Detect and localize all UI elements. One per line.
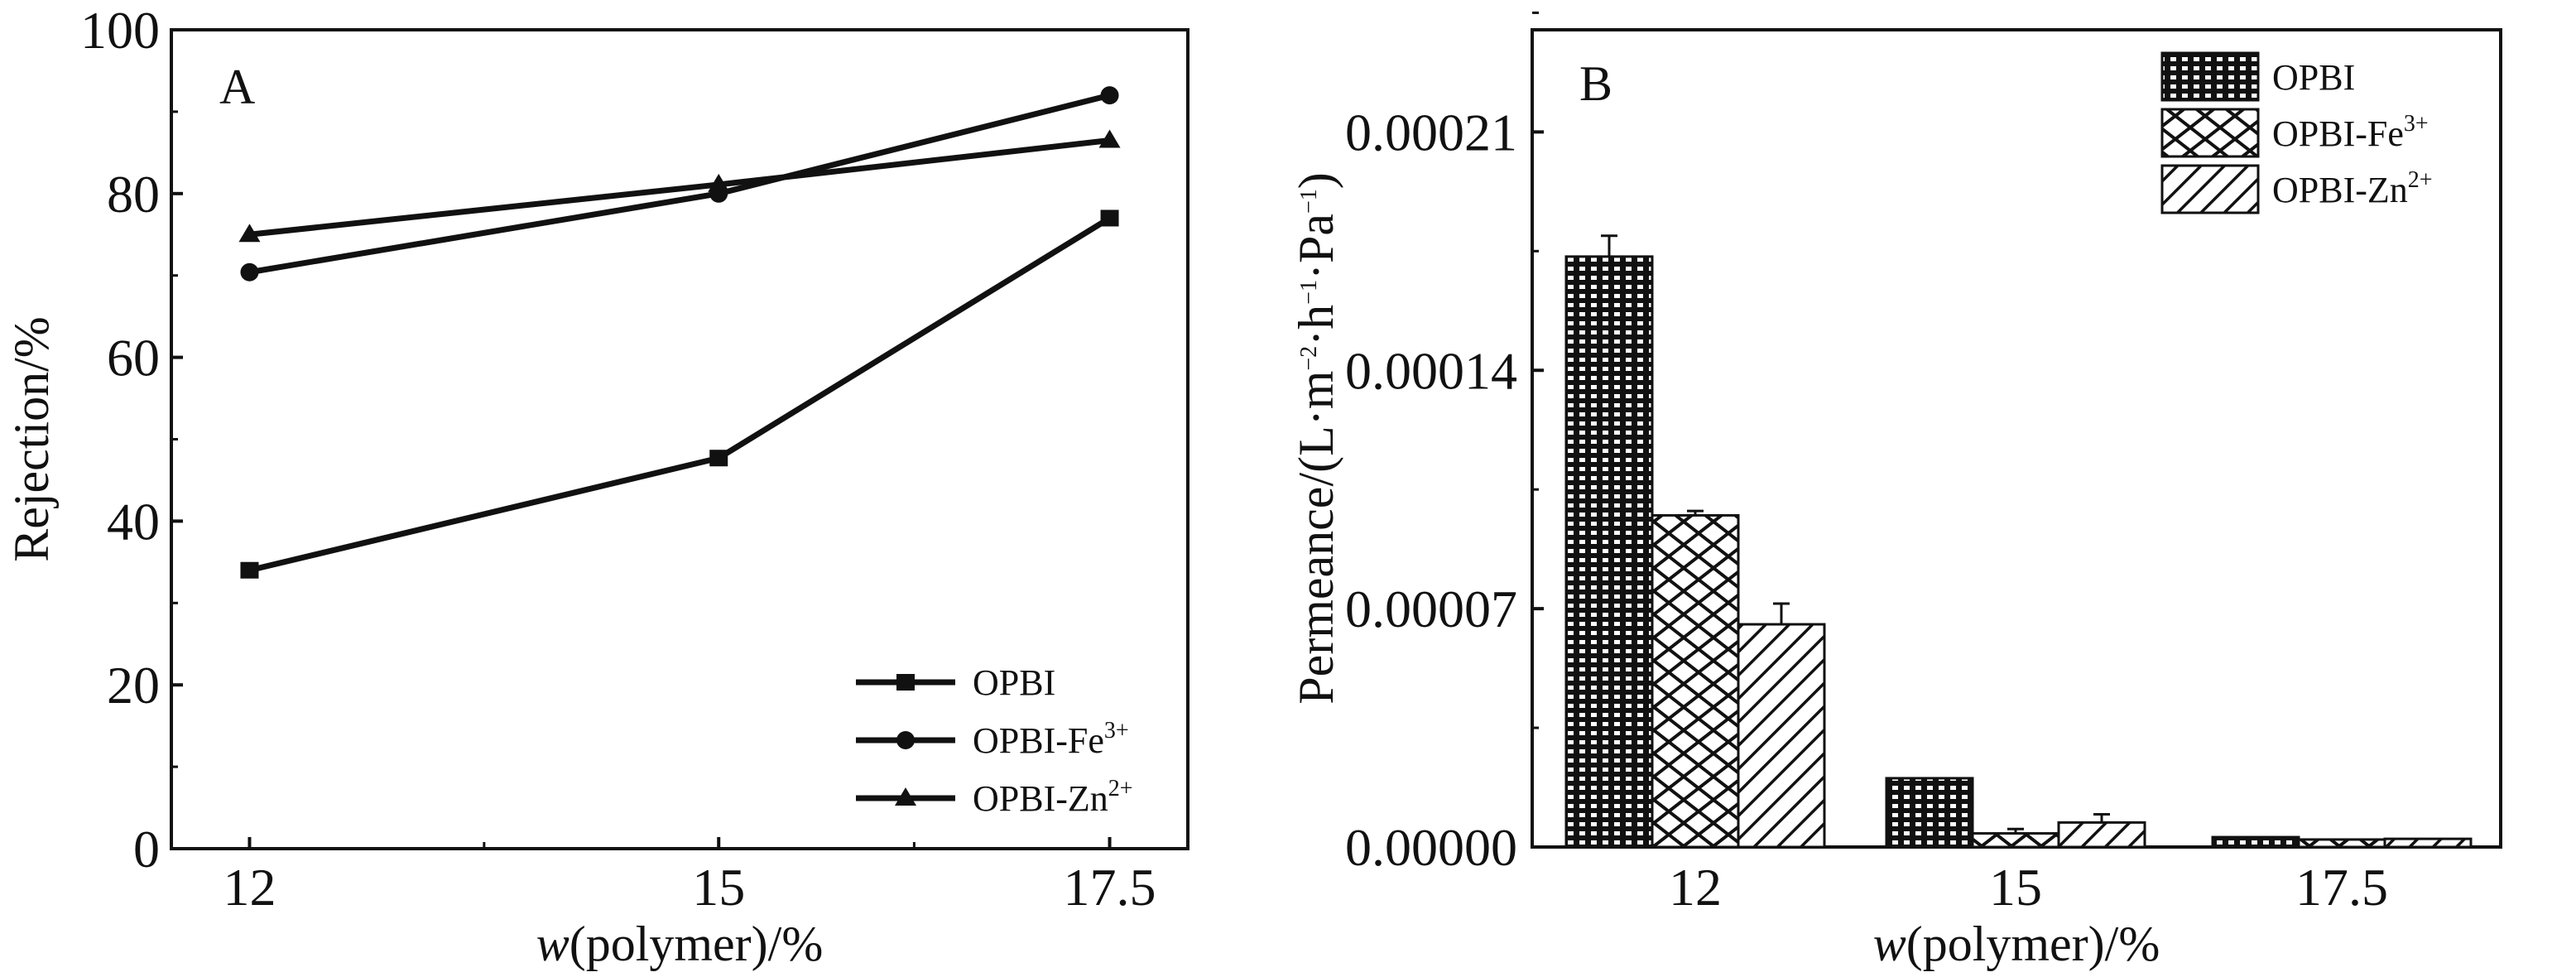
legend-label: OPBI-Zn2+ [2272,167,2433,210]
bar-opbi-fe [1971,832,2060,849]
y-tick-label: 0.00014 [1345,341,1517,400]
legend-label: OPBI-Zn2+ [973,776,1133,819]
legend-marker [896,731,915,749]
panel-label: A [219,60,255,114]
bar-opbi-fe [2297,838,2386,849]
y-tick-label: 0.00021 [1345,103,1517,161]
series-line-opbi [248,215,1112,574]
data-point [240,561,259,579]
x-tick-label: 12 [1669,858,1722,917]
y-tick-label: 20 [107,656,160,715]
y-tick-label: 0.00000 [1345,818,1517,877]
y-axis-label: Rejection/% [4,316,59,562]
data-point [240,262,259,282]
x-tick-label: 17.5 [1064,858,1156,917]
y-tick-label: 100 [80,1,160,60]
bar-opbi-zn [2383,837,2473,849]
x-tick-label: 15 [1989,858,2042,917]
data-point [709,450,728,467]
bar-opbi [2211,835,2300,849]
y-axis-label: Permeance/(L·m−2·h−1·Pa−1) [1289,172,1343,704]
legend-label: OPBI-Fe3+ [973,718,1129,761]
series-line-opbi-fe [248,92,1111,276]
y-tick-label: 0 [133,820,160,878]
data-point [708,173,730,192]
legend-marker [895,787,916,806]
bar-opbi [1885,777,1974,849]
x-tick-label: 15 [692,858,745,917]
legend-swatch [2160,108,2260,158]
legend-label: OPBI-Fe3+ [2272,111,2429,154]
panel-label: B [1579,56,1612,111]
data-point [1098,129,1121,148]
panel-b-bar-chart: 0.00000 0.00007 0.00014 0.00021 12 15 17.5 w(po… [1289,11,2502,971]
bar-opbi [1564,255,1654,849]
y-tick-label: 60 [107,329,160,387]
y-tick-label: 40 [107,492,160,551]
bar-opbi-zn [1737,623,1826,849]
bar-opbi-zn [2057,821,2146,849]
legend-marker [896,674,915,691]
data-point [238,224,261,243]
legend-label: OPBI [2272,57,2355,98]
bar-opbi-fe [1651,513,1740,849]
data-point [1100,86,1119,105]
series-line-opbi-zn [249,137,1110,238]
legend-swatch [2160,51,2260,102]
y-tick-label: 80 [107,165,160,224]
x-tick-label: 12 [223,858,276,917]
x-axis-label: w(polymer)/% [1873,917,2160,971]
data-point [1100,209,1119,227]
legend-label: OPBI [973,662,1055,703]
panel-a-line-chart: 0 20 40 60 80 100 12 15 17.5 w(polymer)/% Rejectio… [4,1,1189,971]
x-tick-label: 17.5 [2295,858,2388,917]
x-axis-label: w(polymer)/% [536,917,824,971]
y-tick-label: 0.00007 [1345,580,1517,638]
legend-swatch [2160,164,2260,214]
